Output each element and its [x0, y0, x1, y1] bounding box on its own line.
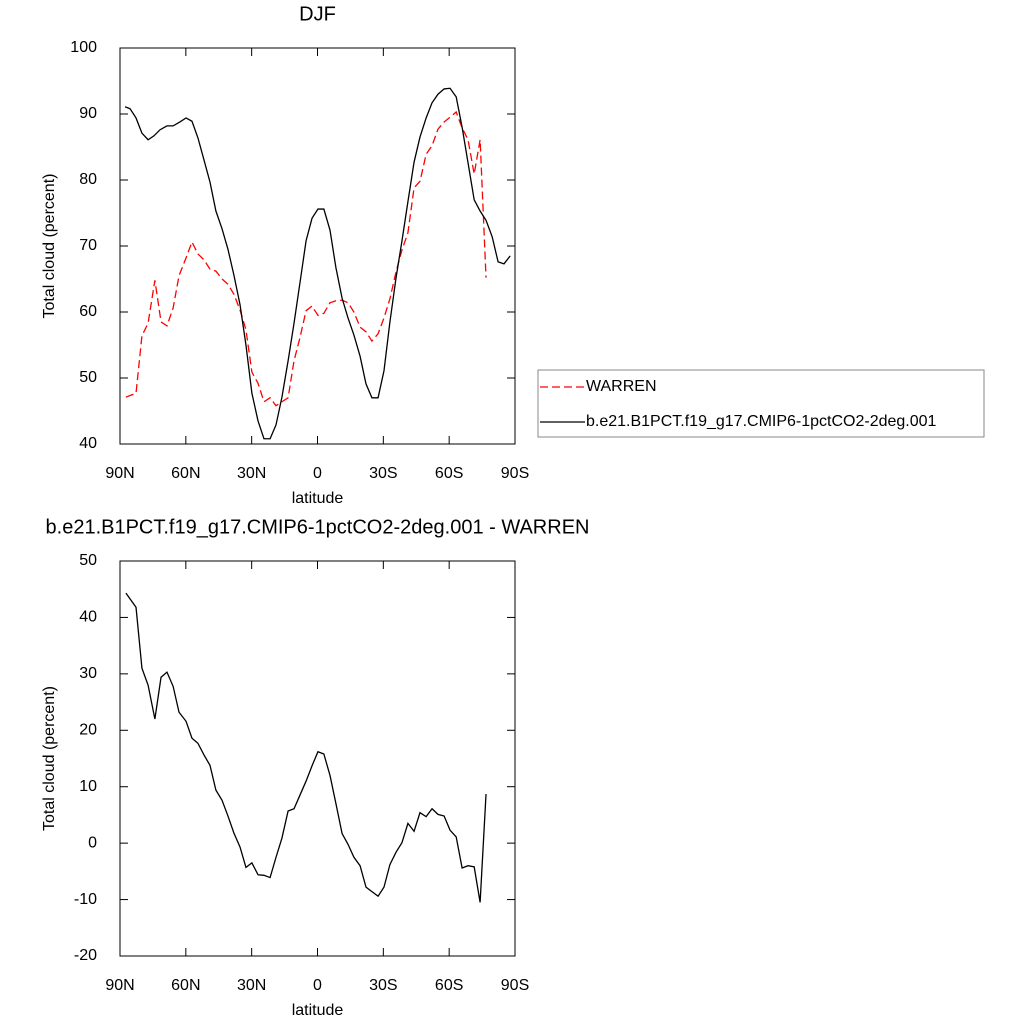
y-tick-label: 100 — [70, 39, 97, 56]
x-tick-label: 90N — [105, 465, 134, 482]
series-line — [125, 110, 487, 407]
legend-box — [537, 369, 985, 438]
y-tick-label: 20 — [79, 722, 97, 739]
chart-title: DJF — [299, 3, 336, 25]
y-tick-label: 40 — [79, 435, 97, 452]
legend-label: WARREN — [586, 378, 657, 395]
y-tick-label: 50 — [79, 552, 97, 569]
y-tick-label: 90 — [79, 105, 97, 122]
x-tick-label: 90S — [501, 465, 529, 482]
y-tick-label: 60 — [79, 303, 97, 320]
y-axis-label: Total cloud (percent) — [41, 174, 58, 319]
x-tick-label: 60S — [435, 977, 463, 994]
plot-frame — [119, 47, 516, 445]
y-tick-label: 40 — [79, 609, 97, 626]
legend-label: b.e21.B1PCT.f19_g17.CMIP6-1pctCO2-2deg.0… — [586, 413, 937, 430]
y-tick-label: 0 — [88, 834, 97, 851]
y-tick-label: -20 — [74, 947, 97, 964]
series-line — [125, 592, 487, 903]
x-tick-label: 30N — [237, 977, 266, 994]
y-tick-label: 80 — [79, 171, 97, 188]
x-tick-label: 60N — [171, 977, 200, 994]
plot-frame — [119, 560, 516, 957]
y-axis-label: Total cloud (percent) — [41, 686, 58, 831]
x-tick-label: 60N — [171, 465, 200, 482]
x-tick-label: 0 — [313, 465, 322, 482]
x-axis-label: latitude — [292, 1002, 344, 1019]
x-tick-label: 90S — [501, 977, 529, 994]
x-tick-label: 90N — [105, 977, 134, 994]
x-tick-label: 60S — [435, 465, 463, 482]
y-tick-label: 30 — [79, 665, 97, 682]
x-tick-label: 30N — [237, 465, 266, 482]
x-tick-label: 30S — [369, 465, 397, 482]
y-tick-label: 70 — [79, 237, 97, 254]
series-line — [124, 87, 511, 440]
y-tick-label: 50 — [79, 369, 97, 386]
x-tick-label: 0 — [313, 977, 322, 994]
x-axis-label: latitude — [292, 490, 344, 507]
x-tick-label: 30S — [369, 977, 397, 994]
y-tick-label: 10 — [79, 778, 97, 795]
chart-title: b.e21.B1PCT.f19_g17.CMIP6-1pctCO2-2deg.0… — [46, 516, 590, 538]
y-tick-label: -10 — [74, 891, 97, 908]
